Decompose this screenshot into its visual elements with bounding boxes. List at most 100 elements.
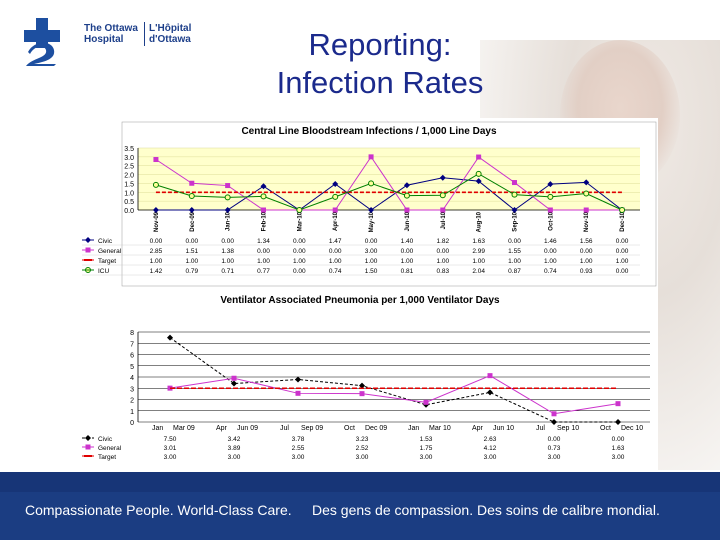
vap-point-civic (167, 334, 173, 341)
clabsi-point-icu (152, 181, 159, 188)
vap-table-cell: 3.00 (228, 454, 241, 461)
vap-table-cell: 2.55 (292, 445, 305, 452)
hospital-logo-icon (24, 18, 60, 66)
clabsi-xtick-label: Nov-10 (584, 211, 590, 232)
clabsi-point-general (404, 207, 410, 213)
logo-english-line2: Hospital (84, 34, 124, 45)
vap-xtick-label-start: Apr (472, 425, 484, 432)
vap-point-general (231, 375, 237, 381)
vap-xtick-label-end: Mar 10 (429, 425, 451, 432)
clabsi-table-cell: 1.55 (508, 248, 521, 255)
clabsi-ytick-label: 1.0 (124, 190, 134, 197)
vap-table-cell: 1.53 (420, 436, 433, 443)
vap-title: Ventilator Associated Pneumonia per 1,00… (220, 295, 500, 306)
vap-series-line-general (169, 375, 619, 415)
logo-french-line2: d'Ottawa (149, 34, 191, 45)
clabsi-table-cell: 1.63 (472, 238, 485, 245)
clabsi-table-cell: 1.56 (580, 238, 593, 245)
vap-xtick-label-end: Jun 10 (493, 425, 514, 432)
footer-band (0, 472, 720, 492)
clabsi-point-civic (260, 183, 267, 190)
vap-ytick-label: 2 (130, 398, 134, 405)
clabsi-point-icu (224, 194, 231, 201)
vap-table-cell: 0.73 (548, 445, 561, 452)
vap-table-cell: 3.00 (484, 454, 497, 461)
clabsi-table-cell: 0.83 (436, 268, 449, 275)
vap-table-cell: 3.78 (292, 436, 305, 443)
clabsi-table-cell: 1.00 (221, 258, 234, 265)
vap-ytick-label: 5 (130, 364, 134, 371)
clabsi-table-cell: 0.00 (616, 268, 629, 275)
clabsi-point-icu (475, 170, 482, 177)
clabsi-point-icu (619, 207, 626, 213)
clabsi-point-civic (188, 207, 195, 213)
vap-table-cell: 3.42 (228, 436, 241, 443)
vap-ytick-label: 8 (130, 330, 134, 337)
vap-table-cell: 2.52 (356, 445, 369, 452)
clabsi-legend-label: Civic (98, 238, 113, 245)
clabsi-point-civic (583, 179, 590, 186)
clabsi-table-cell: 0.79 (185, 268, 198, 275)
clabsi-table-cell: 1.47 (329, 238, 342, 245)
clabsi-table-cell: 0.00 (365, 238, 378, 245)
clabsi-point-general (583, 207, 589, 213)
vap-xtick-label-start: Apr (216, 425, 228, 432)
clabsi-point-icu (547, 193, 554, 200)
vap-xtick-label-start: Jul (280, 425, 289, 432)
clabsi-table-cell: 0.00 (150, 238, 163, 245)
clabsi-table-cell: 0.00 (257, 248, 270, 255)
clabsi-table-cell: 0.00 (293, 238, 306, 245)
clabsi-table-cell: 1.50 (365, 268, 378, 275)
vap-table-cell: 3.01 (164, 445, 177, 452)
vap-point-general (295, 390, 301, 396)
vap-ytick-label: 7 (130, 341, 134, 348)
slide-title: Reporting: Infection Rates (220, 26, 540, 102)
clabsi-legend-label: General (98, 248, 122, 255)
clabsi-table-cell: 3.00 (365, 248, 378, 255)
clabsi-ytick-label: 2.5 (124, 164, 134, 171)
vap-table-cell: 3.00 (356, 454, 369, 461)
clabsi-point-icu (260, 193, 267, 200)
vap-legend-label: General (98, 445, 122, 452)
clabsi-table-cell: 1.34 (257, 238, 270, 245)
clabsi-table-cell: 1.00 (257, 258, 270, 265)
clabsi-xtick-label: Jul-10 (441, 211, 447, 229)
clabsi-chart: Central Line Bloodstream Infections / 1,… (82, 120, 658, 288)
vap-xtick-label-end: Mar 09 (173, 425, 195, 432)
clabsi-table-cell: 2.99 (472, 248, 485, 255)
vap-table-cell: 3.89 (228, 445, 241, 452)
clabsi-xtick-label: Feb-10 (262, 211, 268, 231)
clabsi-table-cell: 0.00 (544, 248, 557, 255)
title-line1: Reporting: (308, 27, 452, 62)
clabsi-table-cell: 1.42 (150, 268, 163, 275)
clabsi-series-line-civic (155, 177, 623, 211)
clabsi-point-civic (332, 180, 339, 187)
vap-legend-label: Target (98, 454, 116, 461)
vap-table-cell: 2.63 (484, 436, 497, 443)
vap-ytick-label: 1 (130, 409, 134, 416)
vap-table-cell: 1.63 (612, 445, 625, 452)
logo-divider (144, 22, 145, 46)
clabsi-point-civic (511, 207, 518, 213)
vap-point-general (615, 401, 621, 407)
clabsi-table-cell: 0.00 (329, 248, 342, 255)
vap-xtick-label-end: Dec 10 (621, 425, 643, 432)
clabsi-table-cell: 0.00 (293, 248, 306, 255)
vap-table-cell: 7.50 (164, 436, 177, 443)
clabsi-table-cell: 0.00 (616, 248, 629, 255)
clabsi-table-cell: 1.00 (616, 258, 629, 265)
vap-point-general (551, 411, 557, 417)
clabsi-xtick-label: Dec-09 (190, 211, 196, 231)
clabsi-point-civic (403, 182, 410, 189)
clabsi-table-cell: 1.46 (544, 238, 557, 245)
clabsi-point-general (440, 207, 446, 213)
vap-table-cell: 3.00 (420, 454, 433, 461)
vap-point-general (359, 391, 365, 397)
clabsi-point-general (512, 180, 517, 186)
vap-xtick-label-end: Jun 09 (237, 425, 258, 432)
clabsi-point-general (368, 154, 374, 160)
clabsi-xtick-label: Oct-10 (548, 211, 554, 230)
clabsi-xtick-label: Dec-10 (620, 211, 626, 231)
charts: Central Line Bloodstream Infections / 1,… (80, 118, 658, 470)
